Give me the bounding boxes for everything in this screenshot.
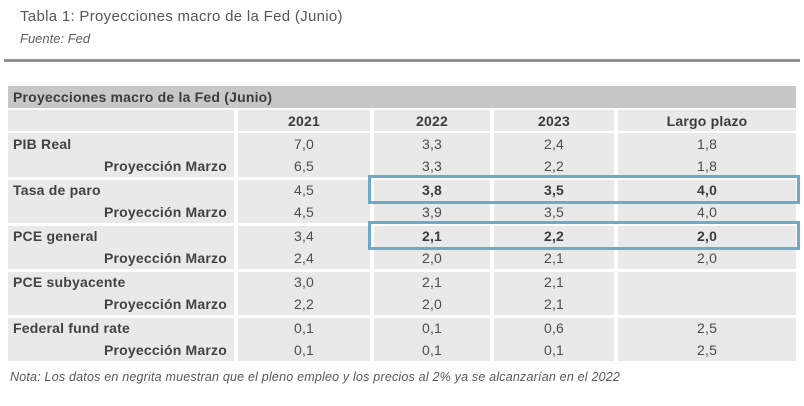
table-cell (616, 293, 797, 318)
footnote: Nota: Los datos en negrita muestran que … (10, 369, 621, 384)
table-cell: 4,0 (616, 178, 797, 201)
projections-table: Proyecciones macro de la Fed (Junio) 202… (8, 86, 797, 364)
table-row: Proyección Marzo 0,1 0,1 0,1 2,5 (8, 339, 797, 364)
table-cell: 0,1 (372, 339, 494, 364)
table-cell: 2,1 (492, 293, 618, 318)
row-label: PCE subyacente (8, 270, 238, 293)
table-cell: 2,0 (372, 247, 494, 272)
table-cell: 0,1 (372, 316, 494, 339)
column-header-row: 2021 2022 2023 Largo plazo (8, 109, 797, 133)
table-row: PCE general 3,4 2,1 2,2 2,0 (8, 224, 797, 247)
table-cell: 2,4 (492, 132, 618, 155)
table-cell: 1,8 (616, 155, 797, 180)
row-label: Tasa de paro (8, 178, 238, 201)
page-source: Fuente: Fed (20, 31, 91, 46)
table-cell: 1,8 (616, 132, 797, 155)
table-cell: 0,1 (492, 339, 618, 364)
table-cell: 2,0 (372, 293, 494, 318)
table-cell: 3,8 (372, 178, 494, 201)
table-cell: 2,5 (616, 316, 797, 339)
table-cell: 2,1 (372, 270, 494, 293)
table-cell: 3,5 (492, 201, 618, 226)
table-cell: 4,5 (236, 201, 374, 226)
table-container: Proyecciones macro de la Fed (Junio) 202… (8, 86, 801, 364)
table-cell: 0,6 (492, 316, 618, 339)
table-row: PCE subyacente 3,0 2,1 2,1 (8, 270, 797, 293)
page-title: Tabla 1: Proyecciones macro de la Fed (J… (20, 8, 343, 25)
column-header-largo-plazo: Largo plazo (616, 109, 797, 133)
table-cell: 0,1 (236, 339, 374, 364)
column-header-2021: 2021 (236, 109, 374, 133)
table-cell: 2,4 (236, 247, 374, 272)
table-cell: 2,2 (492, 155, 618, 180)
divider-rule (4, 59, 800, 62)
row-label: Proyección Marzo (8, 155, 238, 180)
table-row: Proyección Marzo 2,4 2,0 2,1 2,0 (8, 247, 797, 272)
column-header-2022: 2022 (372, 109, 494, 133)
table-cell: 7,0 (236, 132, 374, 155)
table-cell: 2,5 (616, 339, 797, 364)
row-label: PCE general (8, 224, 238, 247)
table-row: Federal fund rate 0,1 0,1 0,6 2,5 (8, 316, 797, 339)
table-cell: 3,0 (236, 270, 374, 293)
table-cell: 4,5 (236, 178, 374, 201)
column-header-2023: 2023 (492, 109, 618, 133)
table-cell: 2,1 (492, 270, 618, 293)
table-cell: 2,1 (492, 247, 618, 272)
table-header-title: Proyecciones macro de la Fed (Junio) (8, 86, 797, 110)
table-row: Proyección Marzo 4,5 3,9 3,5 4,0 (8, 201, 797, 226)
table-row: Proyección Marzo 2,2 2,0 2,1 (8, 293, 797, 318)
table-cell: 3,3 (372, 155, 494, 180)
row-label: Federal fund rate (8, 316, 238, 339)
table-cell: 0,1 (236, 316, 374, 339)
table-cell: 3,4 (236, 224, 374, 247)
row-label: Proyección Marzo (8, 247, 238, 272)
table-cell: 2,2 (492, 224, 618, 247)
table-cell: 6,5 (236, 155, 374, 180)
row-label: Proyección Marzo (8, 339, 238, 364)
table-cell: 3,3 (372, 132, 494, 155)
table-row: Tasa de paro 4,5 3,8 3,5 4,0 (8, 178, 797, 201)
table-row: PIB Real 7,0 3,3 2,4 1,8 (8, 132, 797, 155)
table-row: Proyección Marzo 6,5 3,3 2,2 1,8 (8, 155, 797, 180)
table-cell (616, 270, 797, 293)
table-cell: 2,2 (236, 293, 374, 318)
table-cell: 3,9 (372, 201, 494, 226)
table-cell: 2,1 (372, 224, 494, 247)
table-cell: 4,0 (616, 201, 797, 226)
row-label: Proyección Marzo (8, 293, 238, 318)
table-cell: 3,5 (492, 178, 618, 201)
table-header-bar: Proyecciones macro de la Fed (Junio) (8, 86, 797, 110)
row-label: PIB Real (8, 132, 238, 155)
table-cell: 2,0 (616, 224, 797, 247)
row-label: Proyección Marzo (8, 201, 238, 226)
column-header-empty (8, 109, 238, 133)
table-cell: 2,0 (616, 247, 797, 272)
